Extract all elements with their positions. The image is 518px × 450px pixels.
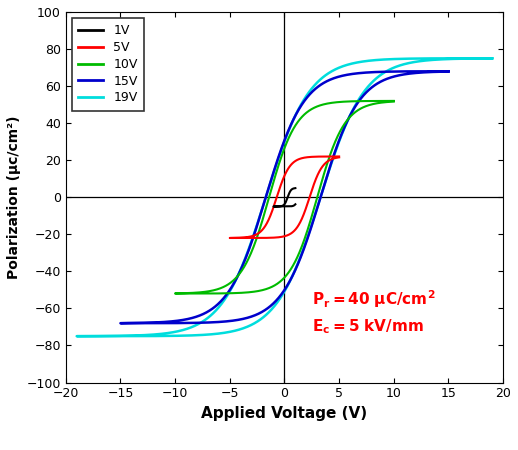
1V: [285, 194, 291, 199]
5V: [336, 155, 342, 160]
5V: [336, 154, 342, 159]
19V: [112, 333, 119, 339]
1V: [274, 204, 280, 209]
15V: [161, 320, 167, 325]
Y-axis label: Polarization (μc/cm²): Polarization (μc/cm²): [7, 116, 21, 279]
X-axis label: Applied Voltage (V): Applied Voltage (V): [202, 406, 367, 421]
10V: [243, 261, 249, 266]
Legend: 1V, 5V, 10V, 15V, 19V: 1V, 5V, 10V, 15V, 19V: [72, 18, 144, 111]
5V: [307, 154, 313, 160]
1V: [278, 203, 284, 209]
Line: 15V: 15V: [120, 71, 449, 323]
19V: [128, 333, 135, 338]
Line: 10V: 10V: [175, 101, 394, 293]
19V: [95, 333, 102, 339]
5V: [232, 235, 238, 241]
15V: [134, 320, 140, 326]
10V: [391, 99, 397, 104]
19V: [489, 56, 495, 61]
1V: [270, 204, 277, 209]
1V: [292, 185, 298, 191]
5V: [227, 235, 233, 241]
19V: [489, 55, 495, 61]
19V: [349, 61, 355, 66]
19V: [209, 312, 215, 317]
1V: [292, 202, 298, 207]
15V: [445, 68, 452, 74]
5V: [299, 155, 305, 161]
Text: $\mathbf{P_r = 40\ \mu C/cm^2}$: $\mathbf{P_r = 40\ \mu C/cm^2}$: [312, 288, 435, 310]
5V: [237, 235, 243, 241]
1V: [286, 190, 293, 195]
10V: [192, 291, 198, 296]
Text: $\mathbf{E_c = 5\ kV/mm}$: $\mathbf{E_c = 5\ kV/mm}$: [312, 318, 423, 336]
10V: [201, 289, 207, 295]
19V: [379, 57, 385, 63]
10V: [317, 103, 323, 108]
15V: [445, 69, 452, 74]
Line: 5V: 5V: [230, 157, 339, 238]
Line: 1V: 1V: [274, 188, 295, 207]
15V: [335, 74, 341, 80]
10V: [172, 291, 178, 296]
10V: [391, 98, 397, 104]
15V: [358, 70, 365, 76]
10V: [183, 291, 190, 296]
15V: [117, 320, 123, 326]
5V: [241, 235, 247, 240]
Line: 19V: 19V: [77, 58, 492, 336]
1V: [272, 204, 279, 209]
15V: [224, 291, 231, 297]
5V: [262, 223, 268, 229]
15V: [148, 320, 154, 326]
1V: [271, 204, 278, 209]
19V: [74, 333, 80, 339]
10V: [333, 99, 339, 105]
